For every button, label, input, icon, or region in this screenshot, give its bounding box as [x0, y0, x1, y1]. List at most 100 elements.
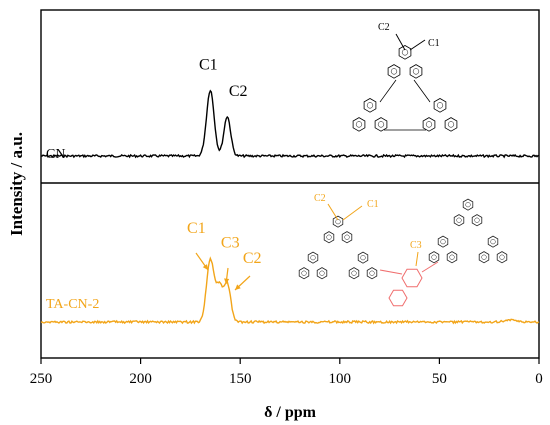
ta-heptazine-3-ring-1: [453, 214, 465, 227]
ta-heptazine-0-ring-2: [341, 231, 353, 244]
peak-label-0-1: C2: [229, 83, 248, 100]
ta-heptazine-4-inner-0: [440, 239, 446, 245]
plot-frame: [40, 9, 540, 359]
struct-ta-label-c3: C3: [410, 240, 422, 251]
cn-heptazine-2-ring-0: [433, 98, 447, 113]
ta-heptazine-2-ring-0: [357, 251, 369, 264]
ta-heptazine-4-inner-2: [449, 254, 455, 260]
struct-ta-label-c2: C2: [314, 193, 326, 204]
cn-arrow-c2: [395, 33, 406, 51]
cn-heptazine-0-inner-2: [412, 68, 420, 75]
ta-heptazine-3-ring-0: [462, 198, 474, 211]
struct-cn-label-c2: C2: [378, 22, 390, 33]
cn-arrow-c1: [409, 39, 426, 51]
ta-heptazine-0-ring-0: [332, 215, 344, 228]
peak-arrowhead-0: [202, 264, 208, 270]
ta-heptazine-5-ring-1: [478, 251, 490, 264]
cn-bridge-1: [413, 79, 431, 103]
cn-heptazine-1: [352, 98, 388, 132]
cn-heptazine-2: [422, 98, 458, 132]
cn-heptazine-2-inner-0: [436, 102, 444, 109]
ta-heptazine-0: [323, 215, 353, 244]
ta-heptazine-1-inner-1: [301, 270, 307, 276]
ta-heptazine-5-inner-0: [490, 239, 496, 245]
ta-heptazine-2: [348, 251, 378, 280]
ta-heptazine-4-ring-1: [428, 251, 440, 264]
ta-heptazine-4: [428, 235, 458, 264]
x-tick-label-4: 50: [432, 371, 447, 387]
ta-heptazine-3-inner-1: [456, 217, 462, 223]
cn-heptazine-0-ring-2: [409, 64, 423, 79]
spectrum-cn: [40, 89, 540, 159]
peak-label-1-2: C2: [243, 250, 262, 267]
ta-heptazine-5: [478, 235, 508, 264]
cn-heptazine-1-inner-1: [355, 121, 363, 128]
spectrum-ta-cn-2: [40, 256, 540, 325]
ta-arrow-c2: [327, 203, 339, 221]
ta-heptazine-1-ring-2: [316, 267, 328, 280]
x-tick-label-2: 150: [229, 371, 252, 387]
ta-heptazine-0-ring-1: [323, 231, 335, 244]
ta-heptazine-4-ring-0: [437, 235, 449, 248]
cn-heptazine-1-ring-1: [352, 117, 366, 132]
ta-heptazine-2-inner-2: [369, 270, 375, 276]
ta-heptazine-1: [298, 251, 328, 280]
peak-label-0-0: C1: [199, 57, 218, 74]
ta-heptazine-2-inner-0: [360, 255, 366, 261]
series-label-cn: CN: [46, 147, 65, 162]
ta-arrow-c3: [415, 251, 419, 267]
ta-linker-bond-0: [379, 269, 403, 275]
ta-heptazine-3: [453, 198, 483, 227]
ta-heptazine-3-inner-0: [465, 202, 471, 208]
ta-heptazine-2-inner-1: [351, 270, 357, 276]
x-axis-label: δ / ppm: [264, 404, 317, 421]
cn-bridge-0: [379, 79, 397, 103]
cn-heptazine-2-ring-1: [422, 117, 436, 132]
ta-heptazine-1-inner-0: [310, 255, 316, 261]
cn-structure: [352, 33, 458, 132]
cn-heptazine-0: [387, 45, 423, 79]
peak-arrowhead-2: [235, 284, 241, 290]
cn-heptazine-0-inner-0: [401, 49, 409, 56]
struct-ta-label-c1: C1: [367, 199, 379, 210]
x-tick-label-1: 200: [129, 371, 152, 387]
ta-heptazine-0-inner-0: [335, 219, 341, 225]
ta-heptazine-5-inner-2: [499, 254, 505, 260]
ta-linker-ring: [401, 268, 423, 288]
ta-cn-2-structure: [298, 198, 508, 307]
ta-heptazine-4-inner-1: [431, 254, 437, 260]
ta-heptazine-2-ring-2: [366, 267, 378, 280]
x-tick-label-5: 0: [535, 371, 543, 387]
cn-heptazine-1-inner-0: [366, 102, 374, 109]
ta-heptazine-0-inner-2: [344, 234, 350, 240]
cn-heptazine-2-inner-1: [425, 121, 433, 128]
x-tick-label-3: 100: [329, 371, 352, 387]
x-tick-label-0: 250: [30, 371, 53, 387]
cn-heptazine-0-ring-1: [387, 64, 401, 79]
ta-heptazine-1-ring-0: [307, 251, 319, 264]
cn-heptazine-2-inner-2: [447, 121, 455, 128]
peak-arrowhead-1: [224, 278, 230, 284]
cn-heptazine-1-ring-2: [374, 117, 388, 132]
series-label-ta-cn-2: TA-CN-2: [46, 297, 99, 312]
ta-linker-phenyl: [388, 289, 408, 307]
ta-heptazine-5-ring-2: [496, 251, 508, 264]
ta-heptazine-3-inner-2: [474, 217, 480, 223]
y-axis-label: Intensity / a.u.: [7, 132, 26, 236]
ta-heptazine-0-inner-1: [326, 234, 332, 240]
ta-heptazine-2-ring-1: [348, 267, 360, 280]
peak-label-1-1: C3: [221, 235, 240, 252]
ta-linker-bond-1: [421, 261, 439, 273]
ta-heptazine-5-ring-0: [487, 235, 499, 248]
ta-heptazine-3-ring-2: [471, 214, 483, 227]
ta-heptazine-1-ring-1: [298, 267, 310, 280]
cn-heptazine-1-inner-2: [377, 121, 385, 128]
cn-heptazine-2-ring-2: [444, 117, 458, 132]
cn-heptazine-1-ring-0: [363, 98, 377, 113]
ta-arrow-c1: [342, 205, 363, 221]
cn-heptazine-0-ring-0: [398, 45, 412, 60]
spectra-group: [40, 89, 540, 325]
x-axis-ticks: 250 200 150 100 50 0: [30, 358, 543, 387]
